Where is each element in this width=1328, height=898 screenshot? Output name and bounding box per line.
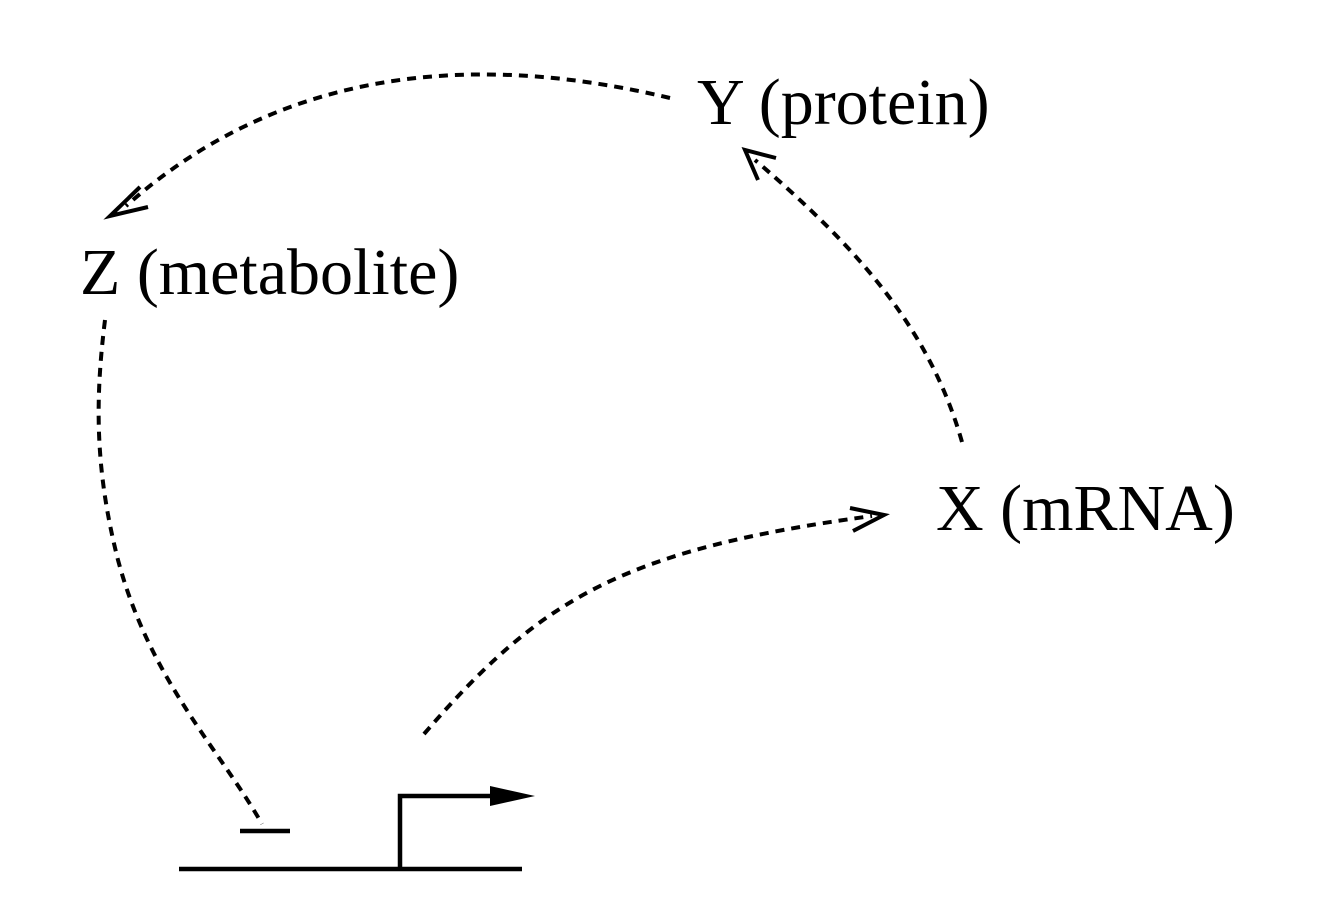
node-x-label: X (mRNA) — [936, 472, 1235, 545]
edge-promoter-to-x — [424, 508, 884, 734]
edge-promoter-to-x-line — [424, 516, 872, 734]
promoter-arrow-stem — [400, 796, 500, 869]
gene-promoter — [179, 786, 535, 869]
edge-y-to-z-line — [126, 74, 670, 206]
node-y-label: Y (protein) — [697, 66, 990, 139]
edge-z-repress-line — [99, 320, 262, 824]
edge-z-repress-promoter — [99, 320, 290, 831]
edge-x-to-y-line — [755, 160, 962, 442]
edge-x-to-y-arrowhead-icon — [745, 150, 776, 180]
edge-y-to-z-arrowhead-icon — [110, 187, 148, 216]
promoter-arrow-head-icon — [490, 786, 535, 806]
node-z-label: Z (metabolite) — [80, 236, 459, 309]
edge-x-to-y — [745, 150, 962, 442]
edge-y-to-z — [110, 74, 670, 216]
